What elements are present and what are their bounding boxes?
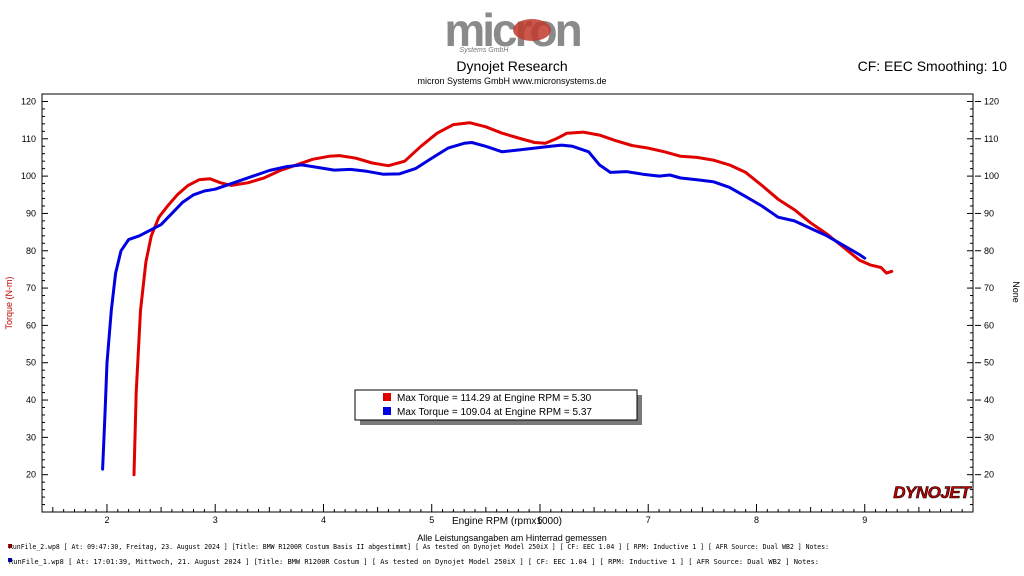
x-tick-label: 2 xyxy=(104,515,109,525)
cf-info: CF: EEC Smoothing: 10 xyxy=(858,58,1008,74)
y-axis-right: 20 30 40 50 60 70 80 90 100 110 120 xyxy=(967,93,999,506)
legend-label-red: Max Torque = 114.29 at Engine RPM = 5.30 xyxy=(397,393,592,404)
legend-label-blue: Max Torque = 109.04 at Engine RPM = 5.37 xyxy=(397,407,592,418)
y-tick-label-right: 70 xyxy=(984,283,994,293)
x-tick-label: 6 xyxy=(537,515,542,525)
y-tick-label-left: 70 xyxy=(26,283,36,293)
y-axis-left: 20 30 40 50 60 70 80 90 100 110 120 xyxy=(21,93,48,506)
x-tick-label: 5 xyxy=(429,515,434,525)
y-tick-label-left: 50 xyxy=(26,358,36,368)
x-tick-label: 7 xyxy=(646,515,651,525)
run-info-blue: RunFile_1.wp8 [ At: 17:01:39, Mittwoch, … xyxy=(9,558,819,566)
plot-frame xyxy=(41,93,974,513)
dynojet-logo: DYNOJET xyxy=(893,483,972,502)
y-tick-label-right: 30 xyxy=(984,432,994,442)
y-tick-label-left: 120 xyxy=(21,96,36,106)
x-axis: 2 3 4 5 6 7 8 9 xyxy=(52,504,963,525)
x-tick-label: 3 xyxy=(213,515,218,525)
legend-swatch-blue xyxy=(383,407,391,415)
series-layer xyxy=(101,121,894,477)
y-tick-label-right: 100 xyxy=(984,171,999,181)
series-line-1 xyxy=(101,141,867,471)
legend-box xyxy=(354,389,638,421)
y-tick-label-left: 110 xyxy=(22,134,36,144)
x-tick-label: 4 xyxy=(321,515,326,525)
footer-caption: Alle Leistungsangaben am Hinterrad gemes… xyxy=(417,533,607,543)
legend: Max Torque = 114.29 at Engine RPM = 5.30… xyxy=(354,389,642,425)
y-tick-label-left: 40 xyxy=(26,395,36,405)
y-tick-label-right: 120 xyxy=(984,96,999,106)
run-marker-blue xyxy=(8,558,12,562)
y-tick-label-left: 90 xyxy=(26,208,36,218)
y-tick-label-right: 110 xyxy=(984,134,998,144)
y-tick-label-left: 60 xyxy=(26,320,36,330)
y-tick-label-left: 20 xyxy=(26,470,36,480)
y-tick-label-right: 60 xyxy=(984,320,994,330)
legend-swatch-red xyxy=(383,393,391,401)
y-tick-label-left: 80 xyxy=(26,246,36,256)
x-tick-label: 9 xyxy=(862,515,867,525)
y-tick-label-right: 20 xyxy=(984,470,994,480)
chart-subtitle: micron Systems GmbH www.micronsystems.de xyxy=(417,76,606,86)
y-tick-label-right: 80 xyxy=(984,246,994,256)
run-info-red: RunFile_2.wp8 [ At: 09:47:30, Freitag, 2… xyxy=(9,543,829,551)
y-tick-label-right: 90 xyxy=(984,208,994,218)
y-tick-label-left: 30 xyxy=(26,432,36,442)
y-tick-label-right: 40 xyxy=(984,395,994,405)
x-tick-label: 8 xyxy=(754,515,759,525)
logo-subtext: Systems GmbH xyxy=(459,47,509,54)
chart-title: Dynojet Research xyxy=(456,58,567,74)
y-tick-label-right: 50 xyxy=(984,358,994,368)
y2-axis-label: None xyxy=(1011,281,1021,303)
x-axis-label: Engine RPM (rpmx1000) xyxy=(452,516,562,527)
series-line-0 xyxy=(132,121,894,477)
micron-logo: micron Systems GmbH xyxy=(444,4,583,56)
logo-swoosh-icon xyxy=(513,19,551,41)
y-axis-label: Torque (N-m) xyxy=(4,276,14,329)
y-tick-label-left: 100 xyxy=(21,171,36,181)
run-marker-red xyxy=(8,544,12,548)
